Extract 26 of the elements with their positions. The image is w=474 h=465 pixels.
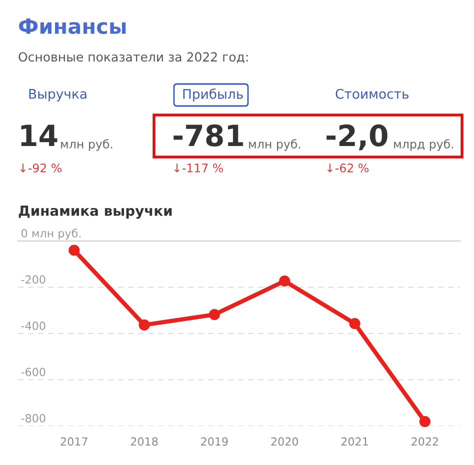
text: ↓-117 % [174, 163, 224, 172]
chart-title: Динамика выручки [18, 206, 172, 219]
text: Основные показатели за 2022 год: [18, 52, 248, 64]
text: Выручка [29, 89, 86, 102]
text: ↓-62 % [327, 163, 368, 172]
text: Прибыль [183, 88, 243, 102]
x-tick-label: 2022 [412, 437, 438, 446]
y-tick-label: 0 млн руб. [22, 228, 80, 240]
x-tick-label: 2020 [271, 437, 298, 446]
text: -2,0 [326, 124, 388, 150]
y-tick-label: -600 [21, 368, 46, 376]
x-tick-label: 2017 [60, 437, 88, 446]
y-tick-label: -800 [21, 414, 46, 422]
y-tick-label: -200 [21, 275, 46, 284]
text: -781 [174, 124, 243, 146]
text: Финансы [19, 18, 126, 34]
text: Стоимость [336, 88, 409, 99]
x-tick-label: 2019 [201, 437, 228, 446]
x-tick-label: 2021 [341, 437, 368, 446]
text: ↓-92 % [20, 163, 62, 172]
text: млрд руб. [394, 139, 454, 151]
y-tick-label: -400 [21, 322, 46, 330]
text: млн руб. [249, 139, 300, 151]
text: 14 [21, 124, 58, 146]
x-tick-label: 2018 [130, 437, 158, 446]
text: млн руб. [61, 139, 112, 151]
